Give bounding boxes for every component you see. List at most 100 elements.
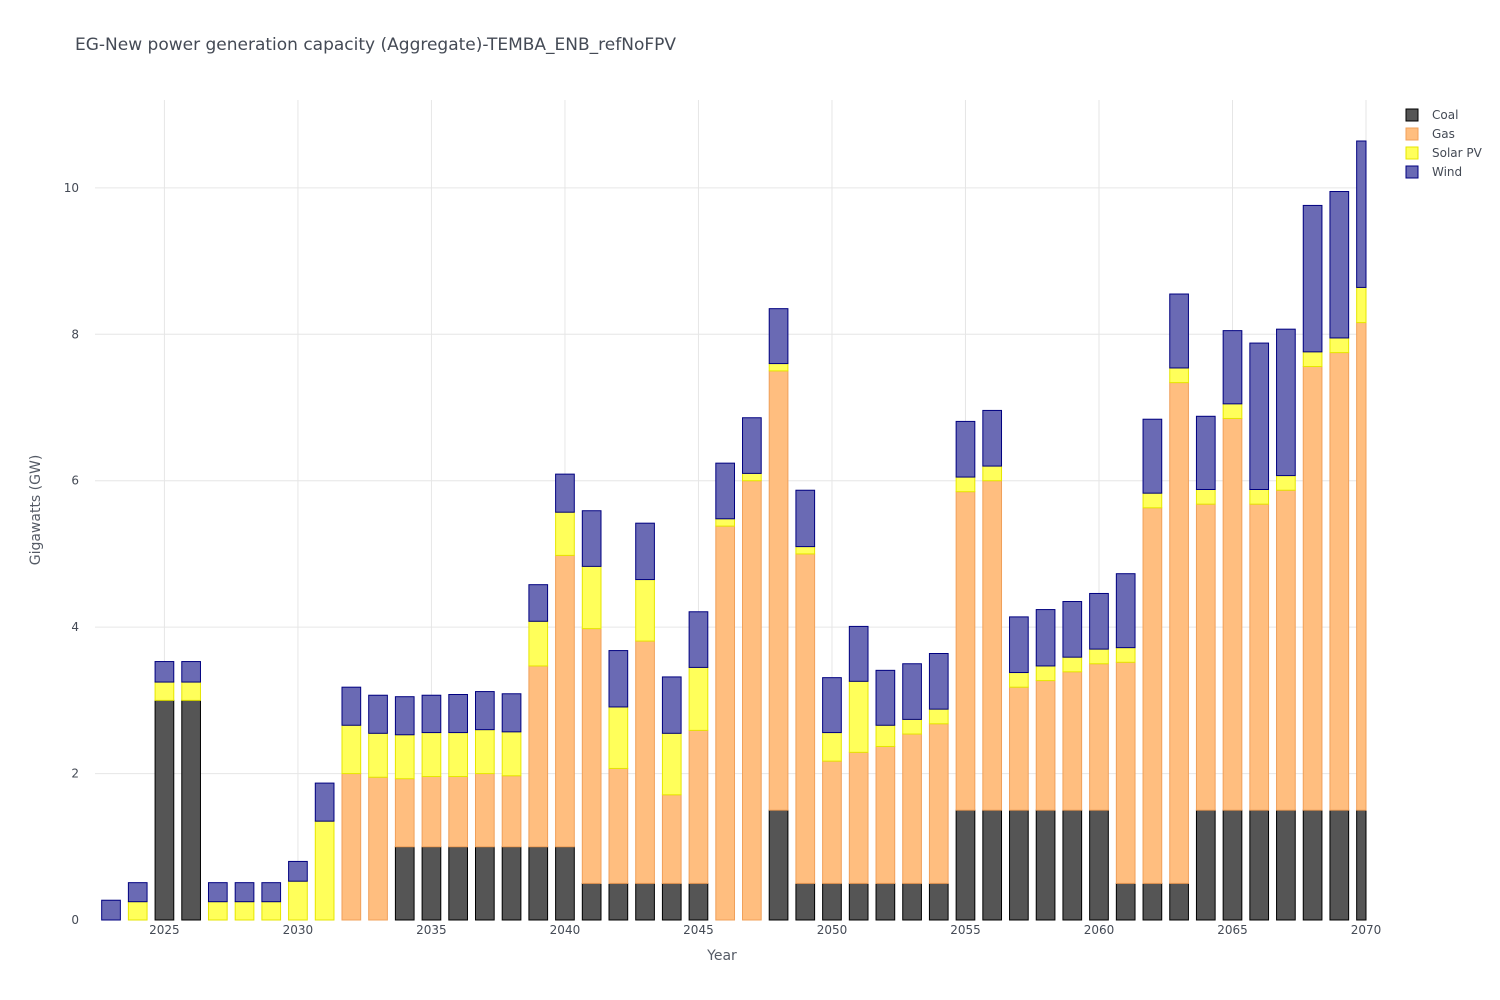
bar-gas	[448, 776, 468, 848]
bar-gas	[955, 491, 976, 811]
bar-coal	[795, 882, 816, 921]
bar-wind	[742, 417, 762, 474]
bar-wind	[101, 899, 121, 921]
bar-solar-pv	[127, 901, 148, 921]
bar-coal	[635, 882, 655, 921]
bar-solar-pv	[421, 732, 442, 777]
bar-gas	[822, 760, 842, 884]
bar-wind	[1142, 418, 1163, 494]
bar-solar-pv	[555, 511, 575, 556]
bar-wind	[661, 676, 682, 734]
bar-coal	[1356, 809, 1367, 921]
legend[interactable]: Coal Gas Solar PV Wind	[1405, 108, 1483, 179]
legend-label: Wind	[1432, 165, 1462, 179]
bar-gas	[1062, 671, 1083, 811]
bar-wind	[474, 691, 495, 731]
bar-solar-pv	[928, 708, 949, 725]
bar-coal	[1302, 809, 1323, 921]
bar-wind	[1089, 592, 1109, 650]
bar-solar-pv	[1062, 656, 1083, 673]
y-tick-label: 10	[64, 181, 79, 195]
bar-wind	[1035, 609, 1056, 667]
bar-gas	[742, 480, 762, 921]
bar-wind	[261, 882, 282, 903]
bar-gas	[768, 370, 789, 811]
bar-coal	[1062, 809, 1083, 921]
bar-solar-pv	[742, 472, 762, 482]
bar-wind	[368, 694, 388, 734]
bar-solar-pv	[1115, 647, 1136, 663]
y-tick-label: 8	[71, 327, 79, 341]
bar-solar-pv	[635, 579, 655, 642]
bar-wind	[1222, 330, 1243, 405]
bar-wind	[501, 693, 522, 733]
bar-solar-pv	[1302, 351, 1323, 368]
bar-wind	[127, 882, 148, 903]
bar-gas	[1302, 366, 1323, 811]
x-tick-label: 2045	[683, 923, 714, 937]
bar-wind	[715, 462, 736, 520]
y-axis-title: Gigawatts (GW)	[28, 455, 44, 566]
bar-wind	[1062, 601, 1083, 658]
legend-swatch-solar-pv	[1405, 146, 1419, 160]
bar-gas	[661, 794, 682, 884]
bar-wind	[1115, 573, 1136, 649]
bar-gas	[1276, 489, 1296, 811]
bar-coal	[1195, 809, 1216, 921]
bar-coal	[875, 882, 896, 921]
bar-gas	[1169, 382, 1189, 884]
bar-solar-pv	[474, 729, 495, 775]
bar-wind	[341, 686, 362, 726]
bar-wind	[635, 522, 655, 581]
bar-solar-pv	[848, 680, 869, 753]
x-tick-label: 2065	[1217, 923, 1248, 937]
bar-solar-pv	[1249, 489, 1270, 505]
x-tick-label: 2025	[149, 923, 180, 937]
bar-coal	[394, 846, 415, 921]
bar-solar-pv	[982, 465, 1003, 482]
bar-coal	[501, 846, 522, 921]
bar-coal	[581, 882, 602, 921]
bar-gas	[982, 480, 1003, 811]
y-tick-label: 2	[71, 767, 79, 781]
bar-wind	[1329, 191, 1350, 339]
bar-wind	[181, 661, 201, 683]
bar-coal	[1329, 809, 1350, 921]
bar-coal	[474, 846, 495, 921]
bar-coal	[982, 809, 1003, 921]
bar-solar-pv	[181, 681, 201, 701]
bar-wind	[955, 420, 976, 478]
bar-solar-pv	[661, 732, 682, 796]
bar-gas	[1249, 503, 1270, 811]
bar-coal	[768, 809, 789, 921]
bar-gas	[1089, 663, 1109, 811]
bar-wind	[902, 663, 922, 720]
bar-gas	[394, 778, 415, 848]
bar-coal	[448, 846, 468, 921]
bar-wind	[421, 694, 442, 734]
bar-solar-pv	[688, 666, 709, 731]
bar-wind	[768, 308, 789, 365]
bar-gas	[848, 751, 869, 884]
bar-solar-pv	[207, 901, 228, 921]
y-tick-label: 0	[71, 913, 79, 927]
bar-wind	[1356, 140, 1367, 288]
bar-coal	[688, 882, 709, 921]
bar-solar-pv	[341, 724, 362, 775]
bar-gas	[501, 775, 522, 848]
bar-gas	[688, 729, 709, 884]
bar-solar-pv	[1222, 403, 1243, 419]
bar-solar-pv	[1276, 475, 1296, 491]
bar-coal	[154, 699, 175, 921]
bar-solar-pv	[768, 363, 789, 372]
x-tick-label: 2070	[1351, 923, 1382, 937]
bar-wind	[1009, 616, 1029, 674]
bar-solar-pv	[795, 546, 816, 555]
legend-label: Coal	[1432, 108, 1458, 122]
bar-wind	[822, 677, 842, 734]
bar-gas	[608, 767, 629, 884]
bar-gas	[1222, 417, 1243, 811]
bar-wind	[608, 650, 629, 708]
